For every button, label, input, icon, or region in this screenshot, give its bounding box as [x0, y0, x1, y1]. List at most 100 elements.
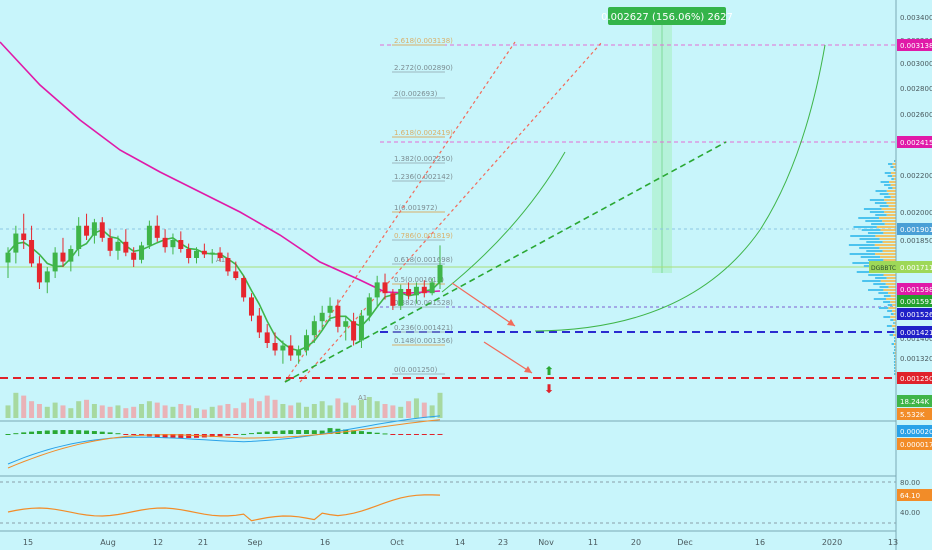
fib-label: 1.618(0.002419)	[394, 129, 453, 137]
volume-profile-bar	[868, 289, 884, 291]
macd-bar	[366, 431, 372, 434]
rsi-badge-text: 64.10	[900, 492, 920, 500]
volume-bar	[170, 406, 176, 418]
volume-badge	[897, 395, 932, 407]
candle-body	[21, 233, 27, 240]
volume-bar	[296, 402, 302, 418]
candle-body	[272, 343, 278, 351]
volume-profile-bar	[848, 244, 875, 246]
macd-bar	[358, 431, 364, 434]
time-axis[interactable]: 15 Aug 12 21 Sep 16 Oct 14 23 Nov 11 20 Dec 16 2020 13	[23, 538, 898, 547]
volume-bar	[335, 398, 341, 418]
volume-profile-bar-alt	[875, 253, 896, 255]
volume-profile-bar	[883, 301, 891, 303]
price-badge	[897, 283, 932, 295]
macd-bar	[406, 434, 412, 435]
candle-body	[225, 258, 231, 272]
candle-body	[115, 241, 121, 251]
macd-bar	[413, 434, 419, 435]
volume-bar	[343, 402, 349, 418]
price-badge-text: 0.002415	[900, 139, 932, 147]
candle-body	[256, 315, 262, 333]
price-badge-text: 0.001901	[900, 226, 932, 234]
candle-body	[382, 282, 388, 294]
volume-profile-bar	[894, 370, 896, 372]
volume-profile-bar-alt	[874, 244, 896, 246]
volume-profile-bar	[867, 259, 884, 261]
volume-profile-bar-alt	[892, 175, 896, 177]
fib-label: 1.382(0.002250)	[394, 155, 453, 163]
fib-label: 2(0.002693)	[394, 90, 438, 98]
fib-label: 0.786(0.001819)	[394, 232, 453, 240]
measure-badge	[608, 7, 726, 25]
rsi-tick: 40.00	[900, 509, 920, 517]
rising-trendline	[284, 141, 727, 383]
volume-profile-bar	[874, 202, 887, 204]
candle-body	[327, 305, 333, 313]
volume-profile-bar-alt	[888, 193, 896, 195]
volume-profile-bar-alt	[892, 304, 896, 306]
volume-profile-bar	[852, 262, 877, 264]
volume-profile-bar-alt	[886, 277, 896, 279]
volume-bar	[429, 405, 435, 418]
price-badge	[897, 372, 932, 384]
macd-bar	[178, 434, 184, 438]
volume-profile-bar	[890, 313, 894, 315]
volume-profile-bar	[868, 274, 884, 276]
macd-panel	[5, 415, 443, 469]
volume-profile-bar	[884, 172, 891, 174]
volume-profile-bar	[890, 319, 894, 321]
volume-bar	[264, 395, 270, 418]
volume-profile-bar	[856, 271, 879, 273]
drop-arrow-2	[483, 341, 533, 374]
candle-body	[139, 245, 145, 260]
volume-profile-bar-alt	[890, 196, 896, 198]
price-badge-text: 0.001421	[900, 329, 932, 337]
volume-profile-bar	[861, 229, 881, 231]
volume-profile-bar-alt	[880, 280, 896, 282]
price-badge-text: 0.001250	[900, 375, 932, 383]
candle-body	[217, 252, 223, 258]
candle-body	[437, 265, 443, 283]
macd-bar	[44, 430, 50, 434]
measure-badge-text: 0.002627 (156.06%) 2627	[601, 12, 733, 23]
fib-label: 2.272(0.002890)	[394, 64, 453, 72]
candle-body	[303, 335, 309, 351]
volume-bar	[358, 399, 364, 418]
volume-profile-bar-alt	[888, 307, 896, 309]
volume-profile-bar-alt	[894, 352, 896, 354]
volume-profile-bar-alt	[892, 163, 896, 165]
time-tick: 12	[153, 538, 163, 547]
candle-body	[311, 321, 317, 336]
candle-body	[5, 252, 11, 263]
volume-bar	[29, 401, 35, 418]
volume-profile-bar	[849, 253, 876, 255]
macd-bar	[60, 430, 66, 434]
rsi-line	[7, 494, 441, 522]
macd-bar	[288, 430, 294, 434]
rsi-panel	[0, 481, 896, 524]
volume-profile-bar	[883, 316, 891, 318]
price-scale[interactable]: 0.0034000.0032000.0030000.0028000.002600…	[869, 14, 932, 517]
macd-bar	[99, 431, 105, 434]
volume-profile-bar-alt	[890, 172, 896, 174]
macd-bar	[131, 434, 137, 435]
candle-body	[162, 237, 168, 248]
volume-bar	[398, 406, 404, 418]
candle-body	[123, 241, 129, 253]
volume-bar	[256, 401, 262, 418]
volume-bar	[13, 392, 19, 418]
candle-body	[366, 297, 372, 316]
candle-body	[178, 240, 184, 249]
price-badge	[897, 223, 932, 235]
volume-profile-bar	[892, 352, 895, 354]
time-tick: 13	[888, 538, 898, 547]
volume-bar	[382, 404, 388, 418]
macd-bar	[429, 434, 435, 435]
volume-profile-bar	[853, 226, 877, 228]
price-tick: 0.003400	[900, 14, 932, 22]
volume-bar	[209, 406, 215, 418]
drop-arrow-2-head	[524, 366, 532, 373]
macd-bar	[390, 434, 396, 435]
